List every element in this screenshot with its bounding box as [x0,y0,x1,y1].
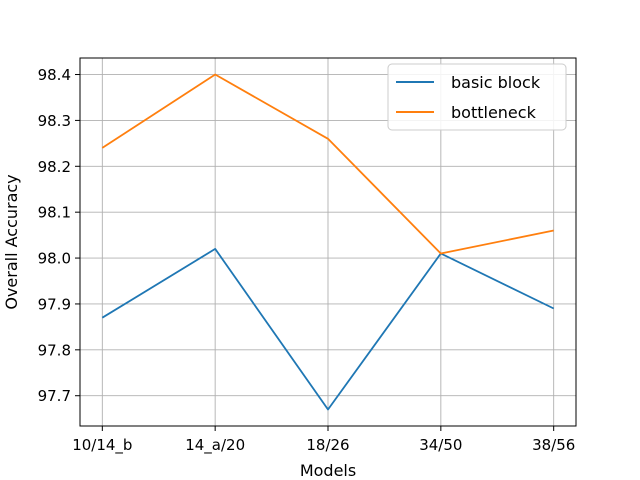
x-axis-label: Models [300,461,356,480]
series-lines [101,73,555,411]
legend: basic block bottleneck [387,63,567,131]
legend-box [387,63,567,131]
y-tick-label: 97.7 [38,387,71,405]
x-tick-label: 38/56 [532,436,575,454]
legend-label-basic-block: basic block [451,73,541,92]
x-tick-label: 10/14_b [72,436,132,455]
x-tick-label: 18/26 [306,436,349,454]
y-tick-label: 97.9 [38,295,71,313]
y-tick-label: 98.1 [38,204,71,222]
y-tick-label: 98.3 [38,112,71,130]
y-tick-label: 97.8 [38,341,71,359]
y-tick-label: 98.0 [38,250,71,268]
legend-label-bottleneck: bottleneck [451,103,537,122]
y-tick-label: 98.4 [38,66,71,84]
y-axis-label: Overall Accuracy [2,174,21,309]
x-tick-label: 14_a/20 [185,436,245,455]
x-axis-ticks: 10/14_b 14_a/20 18/26 34/50 38/56 [72,426,575,455]
series-line-basic-block [101,247,555,411]
x-tick-label: 34/50 [419,436,462,454]
plot-frame [79,57,577,427]
y-tick-label: 98.2 [38,158,71,176]
y-axis-ticks: 97.7 97.8 97.9 98.0 98.1 98.2 98.3 98.4 [38,66,80,405]
series-line-bottleneck [101,73,554,255]
